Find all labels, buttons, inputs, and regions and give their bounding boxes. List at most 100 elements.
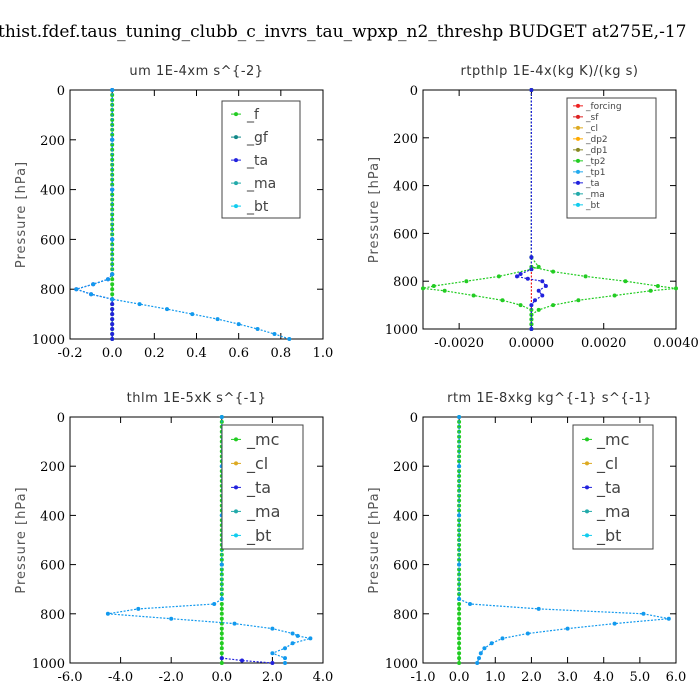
data-point <box>270 661 275 665</box>
legend-entry: _tp2 <box>585 157 605 167</box>
data-point <box>110 107 115 112</box>
data-point <box>529 255 534 260</box>
y-tick-label: 600 <box>40 233 65 248</box>
legend-entry: _ta <box>585 179 600 189</box>
data-point <box>110 192 115 197</box>
data-point <box>442 288 447 293</box>
series-line <box>221 657 273 664</box>
legend-entry: _ta <box>246 478 271 498</box>
legend-dot <box>234 533 238 538</box>
panel-title: rtm 1E-8xkg kg^{-1} s^{-1} <box>447 391 652 406</box>
legend-dot <box>234 181 238 186</box>
y-tick-label: 400 <box>393 509 418 524</box>
legend-entry: _cl <box>246 454 268 474</box>
data-point <box>219 611 224 616</box>
x-tick-label: -0.2 <box>57 346 82 361</box>
data-point <box>648 288 653 293</box>
x-tick-label: 0.0 <box>102 346 123 361</box>
data-point <box>105 611 110 616</box>
data-point <box>110 337 115 341</box>
data-point <box>219 661 224 665</box>
plot-frame <box>422 416 677 664</box>
data-point <box>641 611 646 616</box>
x-tick-label: -0.0020 <box>434 336 484 351</box>
data-point <box>457 459 462 464</box>
data-point <box>457 562 462 567</box>
legend-entry: _forcing <box>585 102 622 112</box>
legend-dot <box>576 147 580 152</box>
data-point <box>110 227 115 232</box>
x-tick-label: 1.0 <box>313 346 334 361</box>
data-point <box>431 284 436 288</box>
data-point <box>219 572 224 577</box>
data-point <box>270 626 275 631</box>
data-point <box>457 606 462 611</box>
y-tick-label: 400 <box>393 180 418 195</box>
data-point <box>219 656 224 661</box>
y-tick-label: 200 <box>40 460 65 475</box>
data-point <box>457 646 462 651</box>
data-point <box>475 661 480 665</box>
data-point <box>219 631 224 636</box>
data-point <box>219 606 224 611</box>
data-point <box>471 293 476 298</box>
data-point <box>219 602 224 606</box>
chart-panel-3: thlm 1E-5xK s^{-1} Pressure [hPa] -6.0 -4.0… <box>14 391 333 685</box>
y-tick-label: 1000 <box>385 323 418 338</box>
data-point <box>110 88 115 92</box>
data-point <box>464 279 469 284</box>
x-tick-label: 0.8 <box>270 346 291 361</box>
legend-dot <box>576 114 580 119</box>
data-point <box>457 424 462 429</box>
legend-entry: _gf <box>246 130 269 146</box>
legend-entry: _dp1 <box>585 146 608 156</box>
data-point <box>489 641 494 646</box>
data-point <box>110 187 115 192</box>
data-point <box>529 322 534 327</box>
legend-dot <box>234 204 238 209</box>
data-point <box>500 298 505 303</box>
data-point <box>543 284 548 288</box>
data-point <box>540 293 545 298</box>
legend-dot <box>585 509 589 514</box>
data-point <box>110 167 115 172</box>
data-point <box>457 602 462 606</box>
data-point <box>219 582 224 587</box>
y-tick-label: 0 <box>410 84 418 99</box>
y-tick-label: 1000 <box>32 657 65 672</box>
data-point <box>655 284 660 288</box>
data-point <box>457 651 462 656</box>
legend-entry: _mc <box>246 430 279 450</box>
y-tick-label: 0 <box>57 84 65 99</box>
data-point <box>525 276 530 281</box>
plot-frame <box>422 89 677 330</box>
data-point <box>212 602 217 606</box>
legend-entry: _sf <box>585 113 599 123</box>
data-point <box>74 287 79 292</box>
x-tick-label: -6.0 <box>57 670 82 685</box>
legend-entry: _cl <box>585 124 598 134</box>
legend-dot <box>576 202 580 207</box>
data-point <box>457 656 462 661</box>
legend-entry: _ma <box>585 190 605 200</box>
data-point <box>169 616 174 621</box>
data-point <box>110 157 115 162</box>
x-tick-label: 0.0 <box>211 670 232 685</box>
x-tick-label: 0.6 <box>228 346 249 361</box>
data-point <box>219 557 224 562</box>
data-point <box>219 592 224 597</box>
data-point <box>533 298 537 303</box>
legend-dot <box>234 461 238 466</box>
data-point <box>536 288 541 293</box>
y-tick-label: 600 <box>393 227 418 242</box>
data-point <box>551 303 556 308</box>
legend-dot <box>585 533 589 538</box>
legend: _mc _cl _ta _ma _bt <box>572 424 654 550</box>
y-tick-label: 200 <box>393 460 418 475</box>
legend-entry: _cl <box>596 454 618 474</box>
chart-panel-1: um 1E-4xm s^{-2} Pressure [hPa] -0.2 0.0 0.2… <box>14 64 333 361</box>
data-point <box>110 302 115 307</box>
data-point <box>219 562 224 567</box>
data-point <box>283 656 287 661</box>
